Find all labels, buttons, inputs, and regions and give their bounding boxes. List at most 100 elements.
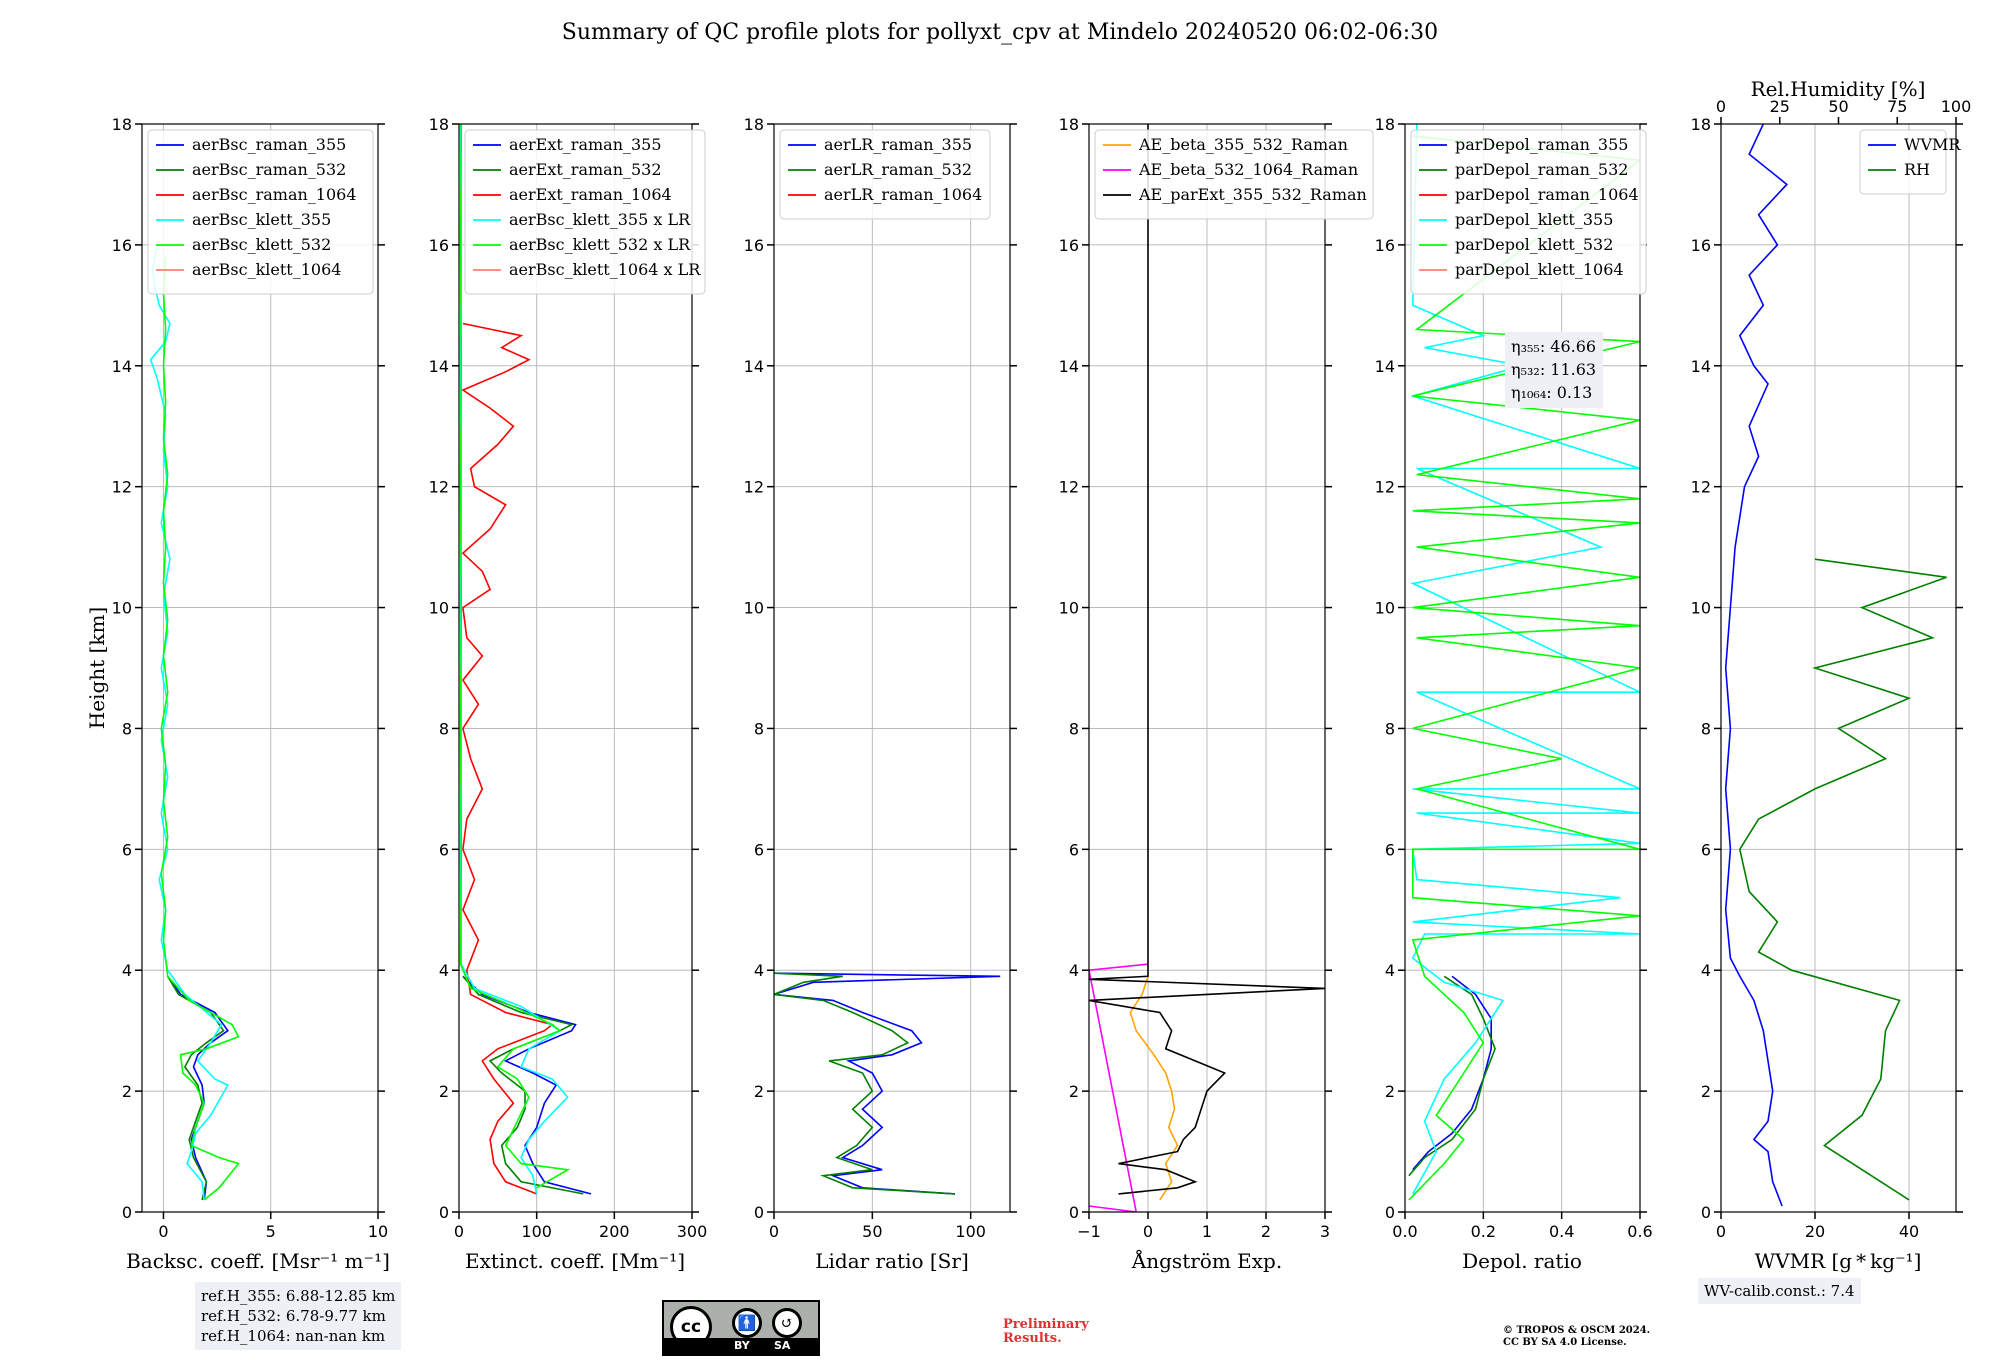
ref-height-532: ref.H_532: 6.78-9.77 km [201,1307,386,1325]
x2tick-label: 25 [1770,97,1790,116]
ytick-label: 14 [429,357,449,376]
xtick-label: 0.4 [1549,1222,1574,1241]
ytick-label: 2 [439,1082,449,1101]
series-line-parDepol_klett_532 [1408,135,1640,1201]
panel-frame [773,123,1011,1213]
xtick-label: 0 [158,1222,168,1241]
legend-label: aerBsc_klett_1064 x LR [509,260,701,279]
series-line-aerLR_raman_355 [774,972,1001,1195]
ytick-label: 4 [754,961,764,980]
ytick-label: 10 [1059,599,1079,618]
legend-label: parDepol_raman_1064 [1455,185,1639,204]
ytick-label: 14 [112,357,132,376]
ytick-label: 10 [112,599,132,618]
series-line-aerBsc_klett_532 x LR [459,124,571,1189]
ytick-label: 16 [744,236,764,255]
legend-label: aerExt_raman_532 [509,160,662,179]
series-line-WVMR [1724,124,1788,1207]
legend-label: aerBsc_klett_532 [192,235,331,254]
panel-1: 0 2 4 6 8 10 12 14 16 18 0 5 10 Backsc. coeff. [Msr⁻¹… [85,115,390,1273]
ref-height-1064: ref.H_1064: nan-nan km [201,1327,386,1345]
series-line-AE_beta_532_1064_Raman [1089,963,1149,1212]
ytick-label: 8 [1385,719,1395,738]
legend-label: aerBsc_raman_1064 [192,185,357,204]
ytick-label: 4 [1701,961,1711,980]
cc-by-sa-badge: cc 🚹 ↺ BY SA [662,1300,820,1356]
ytick-label: 2 [1701,1082,1711,1101]
ytick-label: 2 [754,1082,764,1101]
series-group [1408,124,1640,1201]
xtick-label: 0 [1716,1222,1726,1241]
legend-label: parDepol_klett_1064 [1455,260,1624,279]
ytick-label: 0 [122,1203,132,1222]
ytick-label: 8 [754,719,764,738]
ytick-label: 18 [744,115,764,134]
panel-2: 0 2 4 6 8 10 12 14 16 18 0 100 200 300 Extinct. coeff.… [429,115,708,1273]
x2tick-label: 75 [1887,97,1907,116]
series-group [459,124,592,1195]
ytick-label: 6 [439,840,449,859]
copyright-line-1: © TROPOS & OSCM 2024. [1503,1325,1651,1336]
legend-label: AE_parExt_355_532_Raman [1138,185,1367,204]
ytick-label: 0 [754,1203,764,1222]
legend-label: WVMR [1904,135,1961,154]
ytick-label: 2 [122,1082,132,1101]
ytick-label: 4 [122,961,132,980]
x-axis-label: Ångström Exp. [1131,1248,1282,1273]
panel-frame [1720,123,1957,1213]
ytick-label: 12 [1375,478,1395,497]
ytick-label: 0 [439,1203,449,1222]
xtick-label: 0.0 [1392,1222,1417,1241]
ytick-label: 8 [439,719,449,738]
legend-label: aerBsc_klett_355 x LR [509,210,691,229]
series-group [1089,124,1325,1212]
legend-label: aerBsc_raman_355 [192,135,346,154]
main-title: Summary of QC profile plots for pollyxt_… [561,20,1439,45]
preliminary-note: Preliminary Results. [1003,1318,1089,1346]
reference-heights-box: ref.H_355: 6.88-12.85 km ref.H_532: 6.78… [195,1282,402,1350]
y-axis-label: Height [km] [85,607,109,729]
cc-sa-label: SA [774,1339,791,1352]
xtick-label: 10 [368,1222,388,1241]
ytick-label: 16 [1375,236,1395,255]
ytick-label: 16 [1059,236,1079,255]
ytick-label: 12 [1691,478,1711,497]
legend-label: aerBsc_klett_1064 [192,260,341,279]
ytick-label: 14 [1059,357,1079,376]
legend-box [1410,129,1647,295]
legend-label: parDepol_raman_355 [1455,135,1628,154]
xtick-label: 100 [955,1222,986,1241]
legend: aerLR_raman_355 aerLR_raman_532 aerLR_rama… [779,129,991,220]
ytick-label: 16 [112,236,132,255]
series-line-aerBsc_klett_355 [149,244,229,1200]
x-axis-label: Extinct. coeff. [Mm⁻¹] [465,1249,685,1273]
legend-label: parDepol_klett_532 [1455,235,1613,254]
x-axis-label: WVMR [g * kg⁻¹] [1755,1249,1922,1273]
series-line-AE_parExt_355_532_Raman [1089,124,1325,1195]
ytick-label: 6 [754,840,764,859]
xtick-label: 300 [677,1222,708,1241]
xtick-label: 1 [1202,1222,1212,1241]
x-axis-label: Depol. ratio [1462,1249,1582,1273]
xtick-label: 0 [1143,1222,1153,1241]
ytick-label: 4 [439,961,449,980]
legend-label: aerLR_raman_1064 [824,185,982,204]
legend-label: aerExt_raman_1064 [509,185,672,204]
legend-box [1094,129,1374,220]
series-line-parDepol_raman_355 [1412,975,1492,1171]
legend: AE_beta_355_532_Raman AE_beta_532_1064_Ra… [1094,129,1374,220]
xtick-label: 5 [266,1222,276,1241]
eta-annotation: η₃₅₅: 46.66 η₅₃₂: 11.63 η₁₀₆₄: 0.13 [1505,332,1603,408]
ytick-label: 12 [429,478,449,497]
legend-label: AE_beta_355_532_Raman [1138,135,1348,154]
xtick-label: 40 [1899,1222,1919,1241]
xtick-label: 0 [769,1222,779,1241]
ytick-label: 8 [1069,719,1079,738]
copyright-line-2: CC BY SA 4.0 License. [1503,1337,1627,1348]
ytick-label: 0 [1069,1203,1079,1222]
legend-label: aerBsc_raman_532 [192,160,346,179]
xtick-label: 50 [862,1222,882,1241]
series-line-aerLR_raman_532 [774,972,955,1195]
ref-height-355: ref.H_355: 6.88-12.85 km [201,1287,396,1305]
